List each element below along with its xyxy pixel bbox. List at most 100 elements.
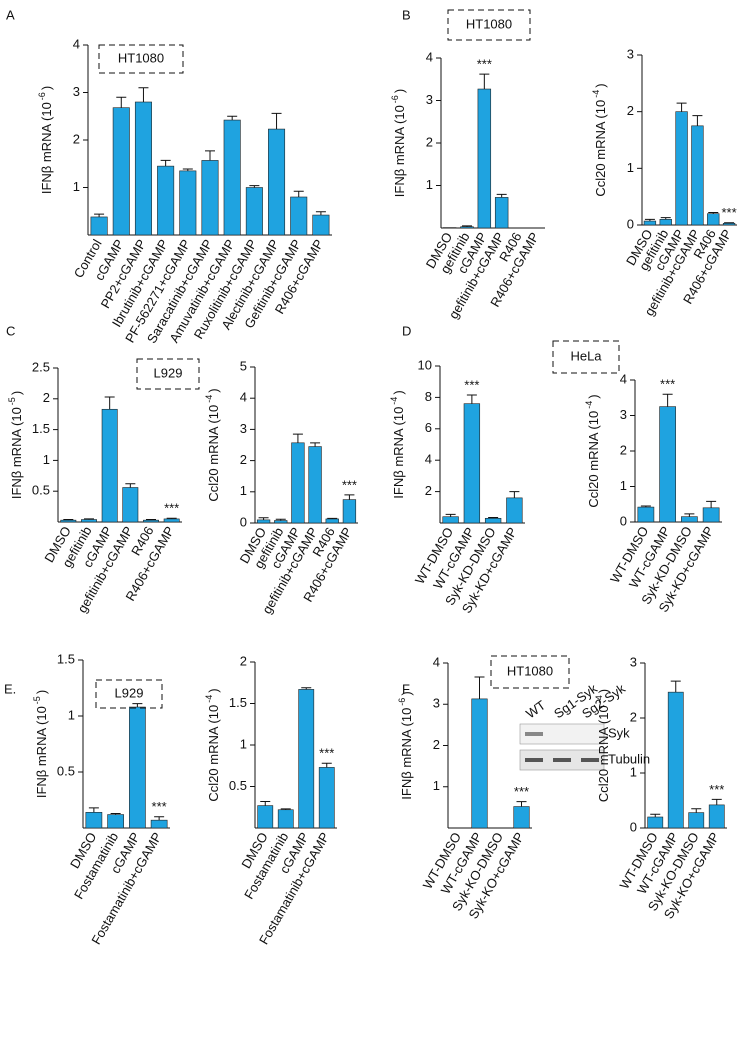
y-axis-label-part: ) bbox=[596, 689, 611, 693]
error-bar bbox=[310, 442, 321, 447]
panel-letter: D bbox=[402, 323, 411, 338]
bar bbox=[442, 516, 459, 524]
y-tick-label: 0.5 bbox=[229, 778, 247, 793]
y-axis-label-part: IFNβ mRNA (10 bbox=[391, 407, 406, 499]
y-axis-label-part: ) bbox=[593, 83, 608, 87]
cell-line: L929 bbox=[154, 365, 183, 380]
y-tick-label: 4 bbox=[425, 452, 432, 467]
y-tick-label: 0 bbox=[620, 513, 627, 528]
cell-line: HT1080 bbox=[507, 663, 553, 678]
cell-line-box bbox=[136, 358, 200, 390]
error-bar bbox=[260, 800, 271, 806]
bar bbox=[179, 170, 197, 236]
error-bar bbox=[125, 483, 136, 488]
bar bbox=[157, 165, 175, 236]
error-bar bbox=[462, 225, 472, 227]
bar bbox=[150, 819, 168, 829]
y-tick-label: 2 bbox=[73, 131, 80, 146]
error-bar bbox=[292, 433, 303, 443]
bar bbox=[223, 119, 241, 236]
error-bar bbox=[496, 193, 507, 198]
error-bar bbox=[146, 519, 156, 521]
y-tick-label: 2 bbox=[620, 442, 627, 457]
y-axis-label: Ccl20 mRNA (10 -4) bbox=[584, 394, 601, 507]
cell-line-box bbox=[490, 655, 570, 689]
y-tick-label: 1.5 bbox=[57, 651, 75, 666]
significance: *** bbox=[514, 784, 529, 799]
error-bar bbox=[182, 168, 193, 171]
y-tick-label: 1.5 bbox=[229, 695, 247, 710]
y-tick-label: 3 bbox=[627, 46, 634, 61]
y-tick-label: 2 bbox=[240, 653, 247, 668]
y-tick-label: 1 bbox=[630, 764, 637, 779]
y-tick-label: 2 bbox=[426, 134, 433, 149]
bar bbox=[513, 806, 530, 829]
bar bbox=[463, 403, 481, 524]
y-axis-label-part: -5 bbox=[7, 397, 17, 405]
significance: *** bbox=[721, 205, 736, 220]
significance: *** bbox=[660, 377, 675, 392]
y-axis-label: IFNβ mRNA (10 -6) bbox=[390, 89, 407, 197]
error-bar bbox=[88, 807, 99, 813]
y-tick-label: 1 bbox=[73, 179, 80, 194]
y-tick-label: 4 bbox=[73, 36, 80, 51]
error-bar bbox=[650, 813, 661, 817]
bar bbox=[291, 442, 305, 524]
bar bbox=[460, 226, 474, 229]
y-axis-label-part: -6 bbox=[397, 698, 407, 706]
bar bbox=[257, 805, 274, 829]
y-axis-label-part: ) bbox=[9, 391, 24, 395]
y-axis-label-part: ) bbox=[206, 388, 221, 392]
cell-line: HT1080 bbox=[118, 50, 164, 65]
y-tick-label: 2 bbox=[433, 737, 440, 752]
bar bbox=[681, 516, 698, 523]
bar bbox=[471, 698, 488, 829]
error-bar bbox=[724, 222, 735, 224]
y-tick-label: 8 bbox=[425, 389, 432, 404]
blot-band bbox=[581, 758, 599, 762]
blot-lane-label: WT bbox=[523, 697, 548, 721]
y-axis-label-part: IFNβ mRNA (10 bbox=[34, 706, 49, 798]
blot-panel bbox=[519, 723, 605, 745]
error-bar bbox=[315, 211, 326, 216]
panel-letter: A bbox=[6, 7, 15, 22]
y-axis-label-part: -6 bbox=[37, 92, 47, 100]
error-bar bbox=[227, 115, 238, 121]
y-axis-label-part: Ccl20 mRNA (10 bbox=[593, 100, 608, 197]
bar bbox=[134, 101, 152, 236]
y-tick-label: 1.5 bbox=[32, 421, 50, 436]
blot-band bbox=[525, 732, 543, 736]
y-axis-label-part: ) bbox=[34, 690, 49, 694]
y-tick-label: 2 bbox=[43, 390, 50, 405]
error-bar bbox=[271, 112, 282, 130]
panel-letter: F bbox=[402, 681, 410, 696]
bar bbox=[647, 816, 664, 829]
error-bar bbox=[275, 518, 286, 521]
error-bar bbox=[160, 159, 171, 167]
y-tick-label: 1 bbox=[620, 478, 627, 493]
bar bbox=[637, 506, 655, 523]
bar bbox=[643, 220, 657, 226]
significance: *** bbox=[464, 377, 479, 392]
y-tick-label: 0.5 bbox=[57, 763, 75, 778]
error-bar bbox=[293, 190, 304, 197]
error-bar bbox=[670, 680, 681, 693]
error-bar bbox=[84, 518, 94, 520]
y-tick-label: 1 bbox=[68, 707, 75, 722]
bar bbox=[342, 499, 357, 524]
y-axis-label-part: -5 bbox=[32, 696, 42, 704]
error-bar bbox=[249, 185, 260, 188]
y-axis-label: IFNβ mRNA (10 -5) bbox=[7, 391, 24, 499]
bar bbox=[494, 197, 509, 229]
cell-line: HT1080 bbox=[466, 16, 512, 31]
error-bar bbox=[708, 212, 719, 214]
y-tick-label: 1 bbox=[627, 160, 634, 175]
y-axis-label-part: IFNβ mRNA (10 bbox=[9, 407, 24, 499]
y-axis-label-part: -4 bbox=[204, 695, 214, 703]
blot-row-label: Tubulin bbox=[608, 751, 650, 766]
bar bbox=[60, 519, 77, 523]
bar bbox=[691, 125, 704, 226]
y-axis-label: IFNβ mRNA (10 -5) bbox=[32, 690, 49, 798]
error-bar bbox=[258, 517, 269, 520]
bar bbox=[245, 187, 263, 236]
